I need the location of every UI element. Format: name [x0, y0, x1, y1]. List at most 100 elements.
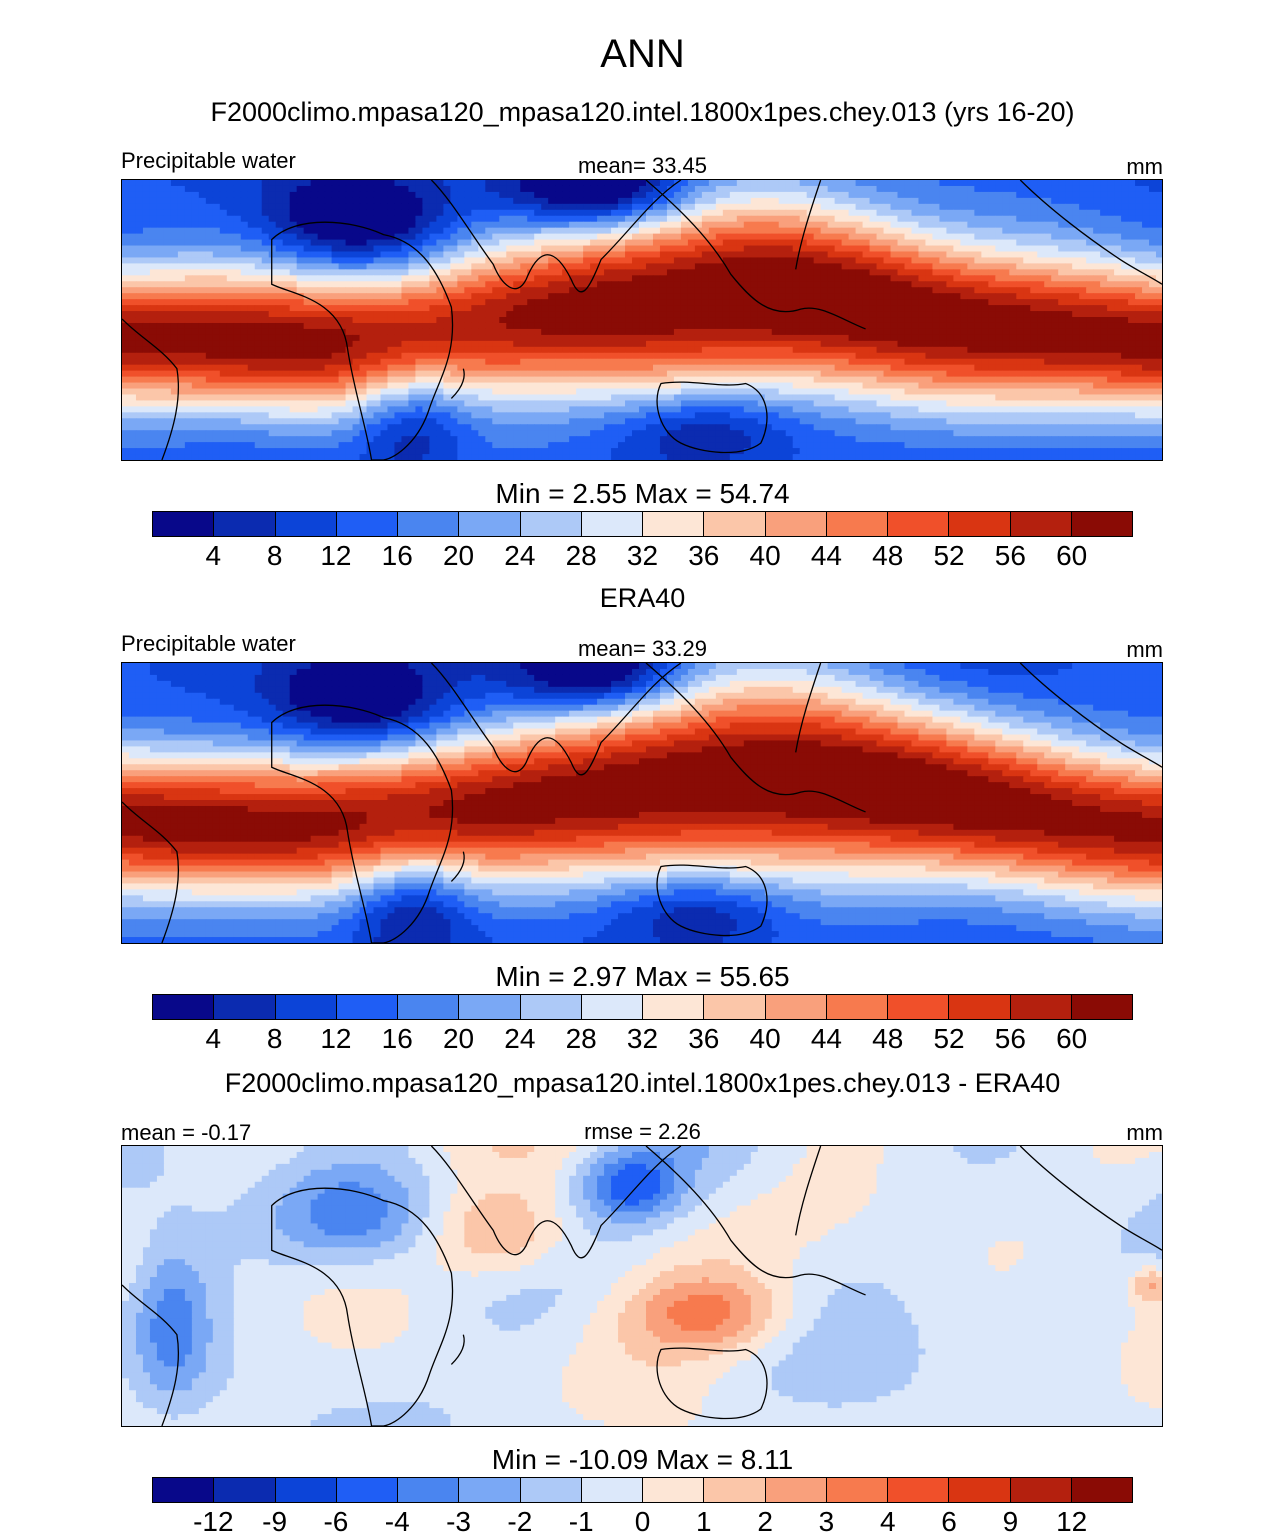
colorbar-tick-label: -4 [385, 1506, 410, 1538]
colorbar-tick-label: 52 [933, 1023, 964, 1055]
coastline [645, 663, 866, 813]
panel-3-title: F2000climo.mpasa120_mpasa120.intel.1800x… [0, 1068, 1285, 1099]
panel-2-map [121, 662, 1163, 944]
colorbar-swatch [888, 1478, 950, 1502]
colorbar-swatch [153, 512, 215, 536]
coastline [795, 1146, 822, 1236]
panel-1-units-label: mm [1126, 154, 1163, 180]
colorbar-swatch [336, 995, 398, 1019]
colorbar-tick-label: 60 [1056, 1023, 1087, 1055]
panel-2-minmax: Min = 2.97 Max = 55.65 [0, 961, 1285, 993]
coastline [450, 1334, 465, 1365]
page-title: ANN [0, 32, 1285, 77]
panel-1-title: F2000climo.mpasa120_mpasa120.intel.1800x… [0, 97, 1285, 128]
colorbar-swatch [214, 512, 276, 536]
colorbar-swatch [581, 512, 643, 536]
colorbar-tick-label: 40 [750, 1023, 781, 1055]
colorbar-swatch [826, 512, 888, 536]
colorbar-tick-label: 16 [382, 1023, 413, 1055]
colorbar-swatch [1071, 512, 1132, 536]
colorbar-swatch [949, 512, 1011, 536]
colorbar-swatch [520, 995, 582, 1019]
panel-3-units-label: mm [1126, 1120, 1163, 1146]
panel-2-colorbar [152, 994, 1133, 1020]
panel-1-colorbar [152, 511, 1133, 537]
coastline [1019, 180, 1162, 285]
coastline [271, 1187, 454, 1426]
colorbar-swatch [1010, 995, 1072, 1019]
colorbar-tick-label: 36 [688, 540, 719, 572]
coastline [122, 801, 180, 943]
colorbar-swatch [336, 512, 398, 536]
colorbar-tick-label: -6 [323, 1506, 348, 1538]
colorbar-tick-label: -9 [262, 1506, 287, 1538]
colorbar-tick-label: 60 [1056, 540, 1087, 572]
colorbar-swatch [520, 1478, 582, 1502]
colorbar-tick-label: 28 [566, 1023, 597, 1055]
colorbar-swatch [765, 1478, 827, 1502]
coastline [645, 180, 866, 330]
panel-3-rmse-label: rmse = 2.26 [500, 1119, 785, 1145]
colorbar-tick-label: 48 [872, 1023, 903, 1055]
panel-3-mean-label: mean = -0.17 [121, 1120, 251, 1146]
colorbar-tick-label: 12 [1056, 1506, 1087, 1538]
colorbar-tick-label: 12 [320, 540, 351, 572]
colorbar-tick-label: 8 [267, 540, 283, 572]
panel-2-map-plot [122, 663, 1162, 943]
panel-2-colorbar-ticks: 4 8 12 16 20 24 28 32 36 40 44 48 52 56 60 [152, 1023, 1133, 1055]
panel-1-colorbar-ticks: 4 8 12 16 20 24 28 32 36 40 44 48 52 56 60 [152, 540, 1133, 572]
colorbar-swatch [949, 1478, 1011, 1502]
colorbar-swatch [1010, 512, 1072, 536]
colorbar-tick-label: 28 [566, 540, 597, 572]
colorbar-tick-label: 4 [206, 1023, 222, 1055]
coastline [430, 180, 682, 293]
colorbar-swatch [153, 995, 215, 1019]
colorbar-swatch [1071, 1478, 1132, 1502]
colorbar-swatch [888, 995, 950, 1019]
colorbar-swatch [643, 512, 705, 536]
panel-1-map-plot [122, 180, 1162, 460]
colorbar-swatch [459, 995, 521, 1019]
colorbar-tick-label: 40 [750, 540, 781, 572]
colorbar-tick-label: 2 [757, 1506, 773, 1538]
panel-1-minmax: Min = 2.55 Max = 54.74 [0, 478, 1285, 510]
colorbar-tick-label: 4 [880, 1506, 896, 1538]
colorbar-swatch [1010, 1478, 1072, 1502]
coastline [122, 1284, 180, 1426]
panel-2-title: ERA40 [0, 583, 1285, 614]
colorbar-tick-label: 16 [382, 540, 413, 572]
colorbar-tick-label: -2 [507, 1506, 532, 1538]
colorbar-swatch [826, 995, 888, 1019]
panel-3-colorbar [152, 1477, 1133, 1503]
colorbar-tick-label: 32 [627, 540, 658, 572]
colorbar-swatch [643, 995, 705, 1019]
coastline [430, 1146, 682, 1259]
coastline [271, 221, 454, 460]
panel-3-map [121, 1145, 1163, 1427]
colorbar-tick-label: 8 [267, 1023, 283, 1055]
panel-3-minmax: Min = -10.09 Max = 8.11 [0, 1444, 1285, 1476]
colorbar-tick-label: 36 [688, 1023, 719, 1055]
coastline [450, 851, 465, 882]
colorbar-swatch [153, 1478, 215, 1502]
colorbar-swatch [398, 995, 460, 1019]
colorbar-tick-label: 20 [443, 1023, 474, 1055]
colorbar-swatch [826, 1478, 888, 1502]
coastline [645, 1146, 866, 1296]
coastline [1019, 663, 1162, 768]
colorbar-tick-label: 44 [811, 540, 842, 572]
colorbar-swatch [704, 1478, 766, 1502]
colorbar-swatch [643, 1478, 705, 1502]
colorbar-swatch [459, 1478, 521, 1502]
colorbar-tick-label: 48 [872, 540, 903, 572]
coastline [656, 864, 768, 937]
colorbar-tick-label: 24 [504, 1023, 535, 1055]
coastline [430, 663, 682, 776]
colorbar-tick-label: 44 [811, 1023, 842, 1055]
colorbar-swatch [275, 995, 337, 1019]
colorbar-swatch [581, 995, 643, 1019]
coastline [122, 318, 180, 460]
colorbar-swatch [704, 512, 766, 536]
colorbar-tick-label: 24 [504, 540, 535, 572]
colorbar-tick-label: 4 [206, 540, 222, 572]
